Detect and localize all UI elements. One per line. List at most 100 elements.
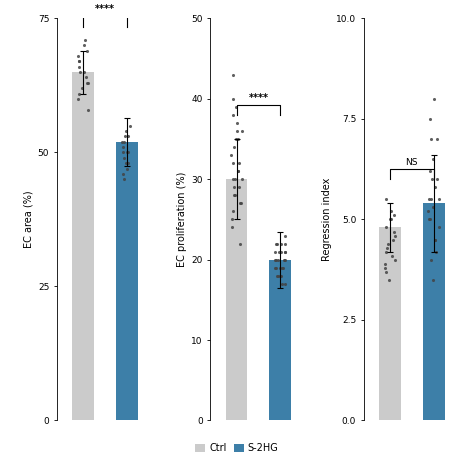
Point <box>426 216 433 223</box>
Point <box>230 183 238 191</box>
Point <box>282 240 289 247</box>
Bar <box>116 142 137 420</box>
Point <box>427 115 434 122</box>
Point <box>76 68 83 76</box>
Y-axis label: EC proliferation (%): EC proliferation (%) <box>177 172 187 267</box>
Point <box>383 268 390 275</box>
Point <box>84 79 92 86</box>
Point <box>385 276 392 284</box>
Point <box>272 248 279 255</box>
Text: ****: **** <box>95 5 115 14</box>
Point <box>237 200 245 207</box>
Bar <box>379 227 401 420</box>
Point <box>281 248 289 255</box>
Point <box>84 106 92 113</box>
Point <box>233 128 240 135</box>
Point <box>389 236 396 243</box>
Point <box>431 236 438 243</box>
Point <box>274 256 282 263</box>
Point <box>236 159 243 167</box>
Point <box>126 122 134 129</box>
Point <box>273 264 280 271</box>
Point <box>431 236 438 243</box>
Point <box>383 248 390 255</box>
Point <box>281 248 288 255</box>
Point <box>75 63 83 70</box>
Point <box>435 224 443 231</box>
Point <box>384 240 392 247</box>
Point <box>390 212 398 219</box>
Point <box>435 196 443 203</box>
Point <box>228 152 235 159</box>
Point <box>120 138 128 146</box>
Point <box>383 196 390 203</box>
Point <box>230 192 238 199</box>
Point <box>277 248 284 255</box>
Point <box>280 264 287 271</box>
Point <box>280 256 287 263</box>
Point <box>272 240 279 247</box>
Point <box>386 216 394 223</box>
Point <box>122 128 130 135</box>
Point <box>272 256 280 263</box>
Point <box>282 256 289 263</box>
Point <box>433 135 441 143</box>
Point <box>124 159 132 167</box>
Point <box>235 183 243 191</box>
Point <box>119 143 127 151</box>
Point <box>429 204 437 211</box>
Point <box>276 272 284 280</box>
Point <box>431 183 438 191</box>
Point <box>237 240 244 247</box>
Point <box>387 216 395 223</box>
Point <box>228 216 235 223</box>
Point <box>389 252 396 259</box>
Point <box>273 240 281 247</box>
Point <box>278 240 285 247</box>
Point <box>428 256 435 263</box>
Point <box>425 196 433 203</box>
Point <box>433 176 441 183</box>
Point <box>428 135 435 143</box>
Point <box>118 138 125 146</box>
Point <box>124 149 132 156</box>
Bar <box>226 179 247 420</box>
Point <box>381 264 389 271</box>
Point <box>228 224 236 231</box>
Point <box>229 71 237 79</box>
Point <box>278 280 286 287</box>
Point <box>274 272 282 280</box>
Point <box>273 272 280 280</box>
Point <box>392 256 399 263</box>
Point <box>271 256 279 263</box>
Point <box>76 90 83 97</box>
Point <box>123 149 131 156</box>
Point <box>229 111 237 119</box>
Point <box>429 155 437 163</box>
Point <box>78 85 85 92</box>
Point <box>426 168 434 175</box>
Point <box>231 192 239 199</box>
Point <box>387 208 395 215</box>
Point <box>277 272 285 280</box>
Point <box>74 52 82 60</box>
Point <box>383 244 391 251</box>
Point <box>236 200 244 207</box>
Text: ****: **** <box>248 93 268 103</box>
Point <box>238 128 246 135</box>
Point <box>121 133 129 140</box>
Point <box>392 232 399 239</box>
Point <box>278 264 286 271</box>
Point <box>432 248 439 255</box>
Text: NS: NS <box>406 158 418 167</box>
Point <box>229 159 237 167</box>
Point <box>282 232 289 239</box>
Point <box>231 176 239 183</box>
Point <box>276 264 284 271</box>
Point <box>381 260 388 267</box>
Point <box>428 176 436 183</box>
Point <box>123 165 131 172</box>
Point <box>229 208 237 215</box>
Point <box>238 176 246 183</box>
Point <box>234 168 242 175</box>
